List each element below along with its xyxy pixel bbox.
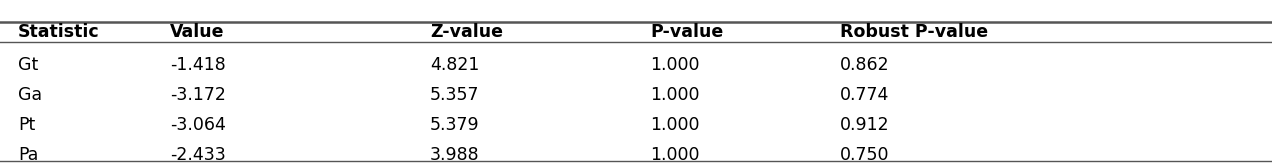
- Text: Pa: Pa: [18, 146, 38, 164]
- Text: -3.172: -3.172: [170, 86, 226, 104]
- Text: -2.433: -2.433: [170, 146, 225, 164]
- Text: 1.000: 1.000: [650, 86, 700, 104]
- Text: Gt: Gt: [18, 56, 38, 74]
- Text: 0.912: 0.912: [840, 116, 889, 134]
- Text: 1.000: 1.000: [650, 146, 700, 164]
- Text: 5.379: 5.379: [430, 116, 480, 134]
- Text: -1.418: -1.418: [170, 56, 225, 74]
- Text: -3.064: -3.064: [170, 116, 226, 134]
- Text: 1.000: 1.000: [650, 56, 700, 74]
- Text: 3.988: 3.988: [430, 146, 480, 164]
- Text: 0.862: 0.862: [840, 56, 889, 74]
- Text: 0.774: 0.774: [840, 86, 889, 104]
- Text: Value: Value: [170, 23, 224, 41]
- Text: P-value: P-value: [650, 23, 724, 41]
- Text: Pt: Pt: [18, 116, 36, 134]
- Text: Z-value: Z-value: [430, 23, 502, 41]
- Text: Statistic: Statistic: [18, 23, 99, 41]
- Text: 4.821: 4.821: [430, 56, 480, 74]
- Text: 5.357: 5.357: [430, 86, 480, 104]
- Text: Ga: Ga: [18, 86, 42, 104]
- Text: Robust P-value: Robust P-value: [840, 23, 988, 41]
- Text: 0.750: 0.750: [840, 146, 889, 164]
- Text: 1.000: 1.000: [650, 116, 700, 134]
